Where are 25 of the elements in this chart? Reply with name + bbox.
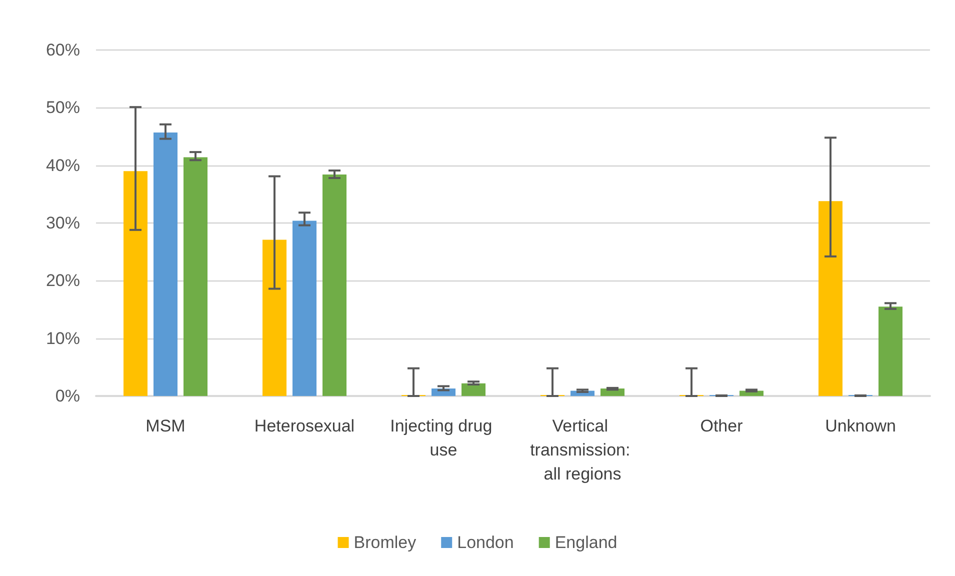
bar xyxy=(124,171,148,396)
legend-label: England xyxy=(554,533,618,552)
x-tick-label: Vertical transmission: all regions xyxy=(530,416,635,484)
legend-label: London xyxy=(457,533,514,552)
x-tick-label: MSM xyxy=(146,416,186,436)
y-tick-label: 40% xyxy=(46,156,80,175)
bar xyxy=(818,201,842,396)
y-tick-label: 20% xyxy=(46,271,80,290)
bar xyxy=(292,220,316,396)
y-tick-label: 10% xyxy=(46,328,80,348)
y-tick-label: 0% xyxy=(55,386,80,406)
bar xyxy=(462,383,486,396)
bar xyxy=(878,306,902,396)
x-tick-label: Unknown xyxy=(825,416,896,436)
bar xyxy=(262,240,286,396)
y-tick-label: 60% xyxy=(46,40,80,60)
legend-label: Bromley xyxy=(354,533,417,552)
x-tick-label: Other xyxy=(700,416,744,436)
bar xyxy=(184,157,208,396)
bar xyxy=(322,174,346,396)
x-tick-label: Heterosexual xyxy=(254,416,355,436)
bar xyxy=(154,132,178,396)
y-tick-label: 30% xyxy=(46,214,80,232)
y-tick-label: 50% xyxy=(46,98,80,118)
x-tick-label: Injecting drug use xyxy=(390,416,497,460)
